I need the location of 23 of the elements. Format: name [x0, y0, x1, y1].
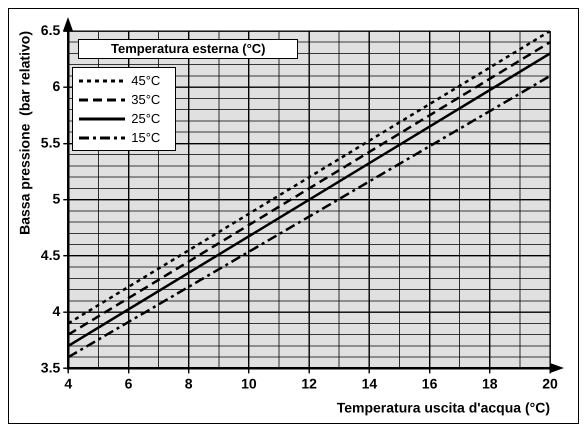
y-axis-title: Bassa pressione (bar relativo): [16, 31, 32, 235]
x-tick-label: 8: [184, 376, 193, 392]
x-tick-label: 4: [64, 376, 72, 392]
x-tick-label: 6: [124, 376, 133, 392]
y-tick-label: 4: [52, 303, 60, 320]
y-tick-label: 4.5: [40, 246, 60, 263]
y-tick-label: 5.5: [40, 134, 60, 150]
y-tick-label: 3.5: [40, 359, 60, 376]
x-tick-label: 12: [301, 376, 318, 392]
legend-label: 15°C: [131, 130, 160, 145]
x-tick-label: 14: [362, 376, 378, 392]
x-tick-label: 10: [241, 376, 257, 392]
x-tick-label: 18: [482, 376, 498, 392]
legend-label: 45°C: [131, 73, 160, 88]
legend-label: 35°C: [131, 92, 160, 107]
x-tick-label: 16: [422, 376, 438, 392]
y-tick-label: 5: [52, 190, 60, 207]
y-tick-label: 6: [52, 78, 60, 94]
x-tick-label: 20: [542, 376, 558, 392]
legend-title-box: Temperatura esterna (°C): [78, 39, 298, 59]
legend-label: 25°C: [131, 111, 160, 126]
x-axis-title: Temperatura uscita d'acqua (°C): [336, 399, 550, 416]
y-tick-label: 6.5: [40, 22, 60, 38]
